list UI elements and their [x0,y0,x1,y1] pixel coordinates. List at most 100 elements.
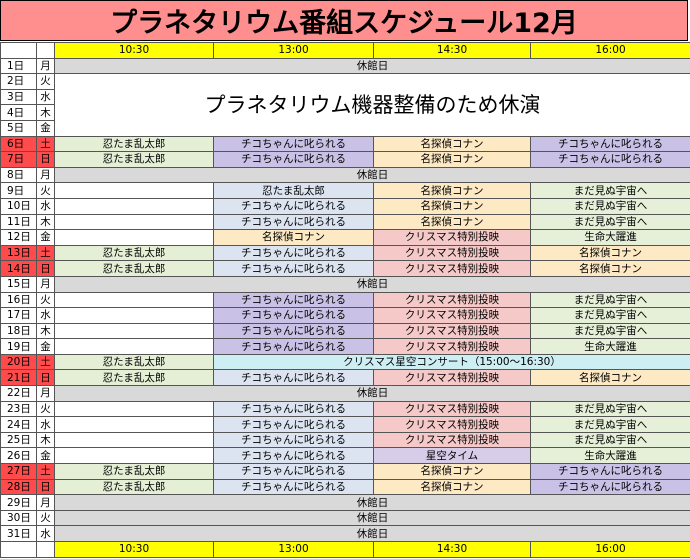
day-row: 15日月休館日 [0,275,690,293]
date-cell: 22日 [0,385,37,402]
date-cell: 6日 [0,135,37,153]
empty-cell [54,291,214,309]
weekday-cell: 土 [36,463,55,480]
empty-cell [54,213,214,231]
program-cell: 忍たま乱太郎 [54,463,214,480]
date-cell: 30日 [0,509,37,527]
weekday-cell: 火 [36,509,55,527]
program-cell: 忍たま乱太郎 [54,151,214,168]
time-header: 14:30 [373,541,531,558]
closed-cell: 休館日 [54,494,690,511]
weekday-cell: 日 [36,260,55,277]
program-cell: クリスマス特別投映 [373,338,531,355]
program-cell: まだ見ぬ宇宙へ [530,291,690,309]
weekday-cell: 日 [36,478,55,496]
program-cell: チコちゃんに叱られる [530,135,690,153]
program-cell: まだ見ぬ宇宙へ [530,322,690,340]
time-header: 16:00 [530,42,690,59]
day-row: 26日金 チコちゃんに叱られる 星空タイム 生命大躍進 [0,447,690,465]
date-cell: 29日 [0,494,37,511]
empty-cell [54,400,214,418]
program-cell: 名探偵コナン [530,369,690,387]
weekday-cell: 日 [36,369,55,387]
program-cell: チコちゃんに叱られる [213,400,374,418]
date-cell: 21日 [0,369,37,387]
weekday-cell: 火 [36,291,55,309]
day-row: 19日金 チコちゃんに叱られる クリスマス特別投映 生命大躍進 [0,338,690,355]
date-cell: 2日 [0,73,37,90]
program-cell: 名探偵コナン [373,478,531,496]
weekday-cell: 月 [36,57,55,75]
day-row: 2日火プラネタリウム機器整備のため休演 [0,73,690,137]
day-row: 14日日忍たま乱太郎 チコちゃんに叱られる クリスマス特別投映 名探偵コナン [0,260,690,277]
day-row: 9日火 忍たま乱太郎 名探偵コナン まだ見ぬ宇宙へ [0,182,690,199]
date-cell: 5日 [0,119,37,137]
closed-cell: 休館日 [54,166,690,184]
weekday-cell: 木 [36,104,55,121]
program-cell: 名探偵コナン [373,197,531,215]
closed-cell: 休館日 [54,57,690,75]
empty-cell [54,322,214,340]
empty-cell [54,431,214,449]
date-cell: 9日 [0,182,37,199]
date-cell: 11日 [0,213,37,231]
date-cell: 14日 [0,260,37,277]
day-row: 25日木 チコちゃんに叱られる クリスマス特別投映 まだ見ぬ宇宙へ [0,431,690,449]
program-cell: チコちゃんに叱られる [213,135,374,153]
corner-cell [0,42,37,59]
program-cell: 生命大躍進 [530,229,690,246]
program-cell: 名探偵コナン [373,151,531,168]
time-header-row-bottom: 10:30 13:00 14:30 16:00 [0,541,690,558]
day-row: 8日月休館日 [0,166,690,184]
weekday-cell: 金 [36,229,55,246]
program-cell: チコちゃんに叱られる [213,447,374,465]
weekday-cell: 水 [36,307,55,324]
date-cell: 20日 [0,353,37,371]
program-cell: 忍たま乱太郎 [213,182,374,199]
day-row: 23日火 チコちゃんに叱られる クリスマス特別投映 まだ見ぬ宇宙へ [0,400,690,418]
program-cell: クリスマス特別投映 [373,229,531,246]
program-cell: 星空タイム [373,447,531,465]
time-header: 10:30 [54,541,214,558]
time-header: 16:00 [530,541,690,558]
program-cell: まだ見ぬ宇宙へ [530,431,690,449]
weekday-cell: 木 [36,322,55,340]
empty-cell [54,447,214,465]
weekday-cell: 水 [36,525,55,542]
program-cell: チコちゃんに叱られる [213,322,374,340]
corner-cell [0,541,37,558]
date-cell: 17日 [0,307,37,324]
date-cell: 24日 [0,416,37,433]
program-cell: クリスマス特別投映 [373,244,531,262]
day-row: 21日日忍たま乱太郎 チコちゃんに叱られる クリスマス特別投映 名探偵コナン [0,369,690,387]
day-row: 22日月休館日 [0,385,690,402]
program-cell: チコちゃんに叱られる [213,244,374,262]
date-cell: 31日 [0,525,37,542]
day-row: 18日木 チコちゃんに叱られる クリスマス特別投映 まだ見ぬ宇宙へ [0,322,690,340]
program-cell: 忍たま乱太郎 [54,244,214,262]
closed-cell: 休館日 [54,275,690,293]
weekday-cell: 水 [36,197,55,215]
program-cell: まだ見ぬ宇宙へ [530,400,690,418]
date-cell: 8日 [0,166,37,184]
date-cell: 3日 [0,88,37,106]
closed-cell: 休館日 [54,385,690,402]
day-row: 16日火 チコちゃんに叱られる クリスマス特別投映 まだ見ぬ宇宙へ [0,291,690,309]
schedule-table: 10:30 13:00 14:30 16:00 1日月休館日 2日火プラネタリウム機器整備… [0,42,690,558]
program-cell: まだ見ぬ宇宙へ [530,307,690,324]
program-cell: クリスマス特別投映 [373,369,531,387]
weekday-cell: 月 [36,275,55,293]
date-cell: 26日 [0,447,37,465]
day-row: 13日土忍たま乱太郎 チコちゃんに叱られる クリスマス特別投映 名探偵コナン [0,244,690,262]
program-cell: クリスマス特別投映 [373,400,531,418]
program-cell: チコちゃんに叱られる [213,463,374,480]
program-cell: 生命大躍進 [530,447,690,465]
weekday-cell: 火 [36,400,55,418]
program-cell: チコちゃんに叱られる [213,431,374,449]
weekday-cell: 金 [36,447,55,465]
day-row: 17日水 チコちゃんに叱られる クリスマス特別投映 まだ見ぬ宇宙へ [0,307,690,324]
empty-cell [54,229,214,246]
closed-cell: 休館日 [54,509,690,527]
program-cell: クリスマス特別投映 [373,260,531,277]
day-row: 24日水 チコちゃんに叱られる クリスマス特別投映 まだ見ぬ宇宙へ [0,416,690,433]
